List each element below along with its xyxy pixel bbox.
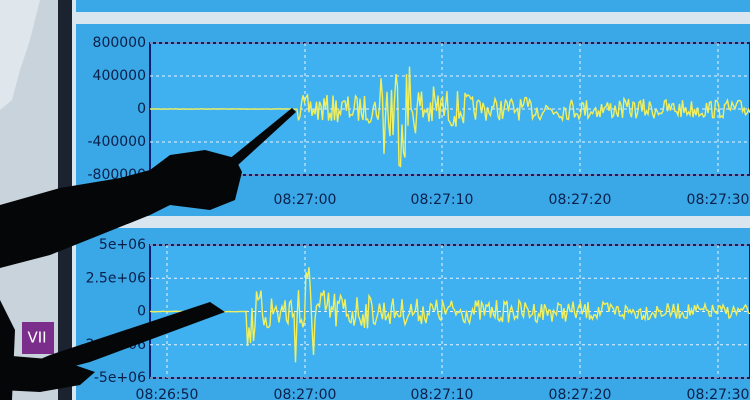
x-tick-label: 08:27:10 (411, 387, 474, 400)
y-tick-label: 800000 (93, 35, 146, 51)
waveform (149, 66, 750, 168)
panel-top (76, 0, 750, 12)
map-legend (22, 322, 54, 354)
map-label: VII (27, 329, 46, 347)
x-tick-label: 08:27:20 (549, 387, 612, 400)
y-tick-label: 0 (137, 101, 146, 117)
x-tick-label: 08:27:20 (549, 192, 612, 208)
silhouette (0, 108, 296, 400)
x-tick-label: 08:27:00 (274, 192, 337, 208)
waveform (149, 267, 750, 363)
x-tick-label: 08:26:50 (136, 387, 199, 400)
x-tick-label: 08:27:30 (687, 192, 750, 208)
y-tick-label: 2.5e+06 (86, 270, 147, 286)
x-tick-label: 08:27:10 (411, 192, 474, 208)
y-tick-label: -400000 (88, 134, 147, 150)
y-tick-label: 400000 (93, 68, 146, 84)
y-tick-label: 0 (137, 304, 146, 320)
x-tick-label: 08:27:30 (687, 387, 750, 400)
x-tick-label: 08:27:00 (274, 387, 337, 400)
y-tick-label: -5e+06 (94, 370, 146, 386)
y-tick-label: 5e+06 (99, 237, 146, 253)
map-land (0, 0, 40, 110)
